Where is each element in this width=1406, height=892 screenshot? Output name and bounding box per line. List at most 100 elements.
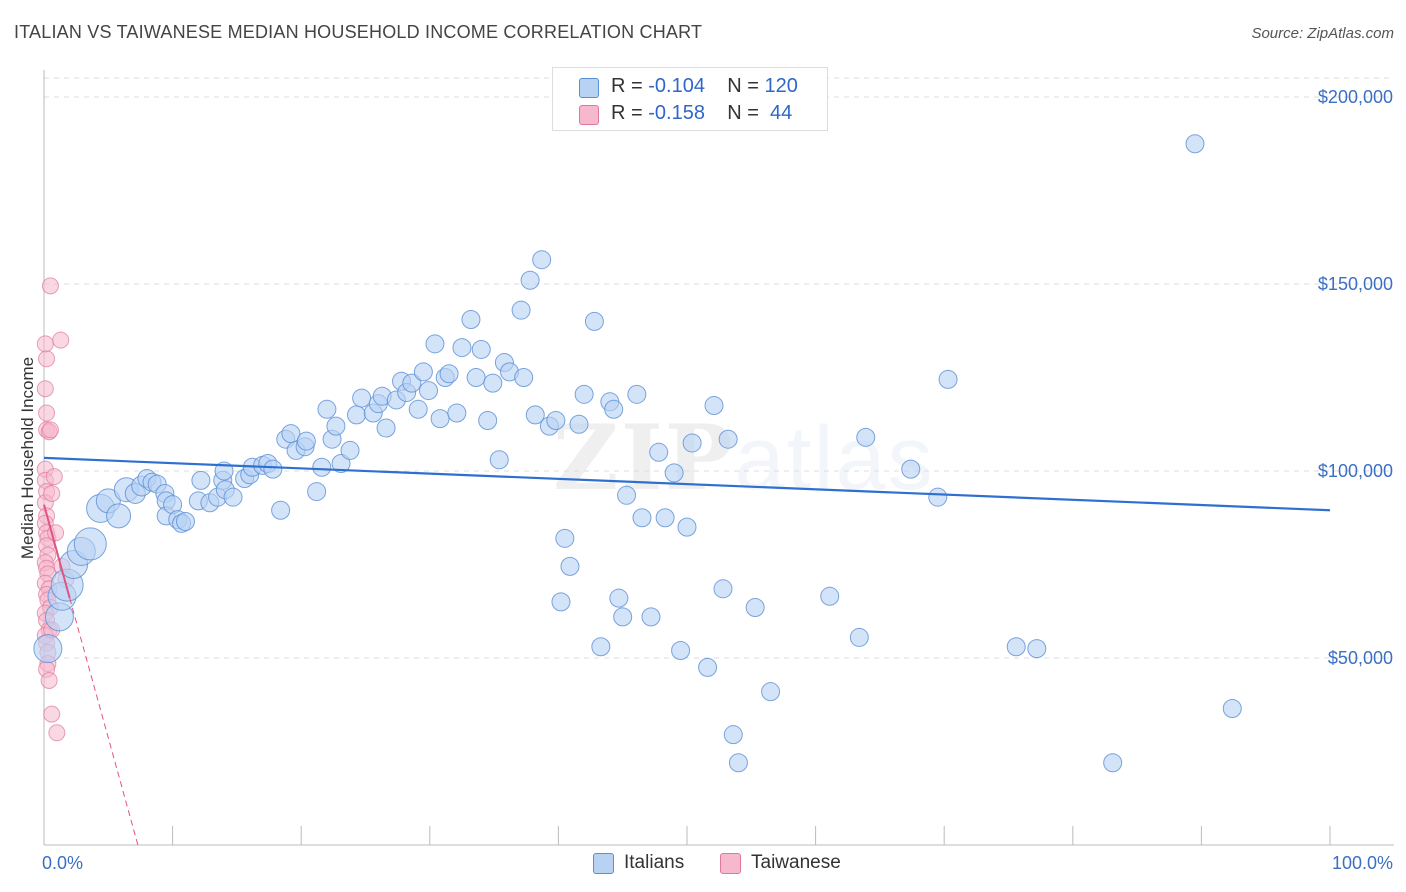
data-point-italians xyxy=(340,440,360,460)
watermark: ZIPatlas xyxy=(553,405,935,511)
data-point-italians xyxy=(326,416,346,436)
data-point-taiwanese xyxy=(36,335,54,353)
data-point-italians xyxy=(471,339,491,359)
data-point-italians xyxy=(551,592,571,612)
data-point-italians xyxy=(191,470,211,490)
data-point-italians xyxy=(591,637,611,657)
data-point-italians xyxy=(609,588,629,608)
data-point-taiwanese xyxy=(43,705,61,723)
legend-r-label: R = xyxy=(611,102,649,124)
data-point-italians xyxy=(317,399,337,419)
data-point-taiwanese xyxy=(52,331,70,349)
data-point-taiwanese xyxy=(41,277,59,295)
chart-title: ITALIAN VS TAIWANESE MEDIAN HOUSEHOLD IN… xyxy=(14,22,703,42)
legend-n-label: N = xyxy=(727,102,765,124)
data-point-italians xyxy=(408,399,428,419)
data-point-italians xyxy=(271,500,291,520)
legend-n-value-italians: 120 xyxy=(764,75,798,97)
data-point-italians xyxy=(613,607,633,627)
data-point-italians xyxy=(478,411,498,431)
data-point-italians xyxy=(1027,639,1047,659)
y-tick-label: $100,000 xyxy=(1318,461,1393,481)
data-point-italians xyxy=(312,457,332,477)
legend-r-value-taiwanese: -0.158 xyxy=(648,102,705,124)
data-point-italians xyxy=(655,508,675,528)
legend-n-label: N = xyxy=(727,75,765,97)
data-point-italians xyxy=(73,527,107,561)
data-point-italians xyxy=(1103,753,1123,773)
y-tick-label: $150,000 xyxy=(1318,274,1393,294)
bottom-legend-label-taiwanese: Taiwanese xyxy=(751,852,841,873)
source-label: Source: ZipAtlas.com xyxy=(1251,25,1394,42)
data-point-italians xyxy=(532,250,552,270)
data-point-italians xyxy=(745,598,765,618)
data-point-italians xyxy=(1222,698,1242,718)
data-point-italians xyxy=(664,463,684,483)
legend-swatch-italians xyxy=(579,78,599,98)
legend-n-value-taiwanese: 44 xyxy=(764,102,793,124)
data-point-italians xyxy=(677,517,697,537)
data-point-italians xyxy=(352,388,372,408)
data-point-italians xyxy=(649,442,669,462)
data-point-italians xyxy=(447,403,467,423)
data-point-taiwanese xyxy=(48,724,66,742)
x-tick-label-right: 100.0% xyxy=(1332,853,1393,873)
trend-line-taiwanese xyxy=(43,504,71,599)
data-point-italians xyxy=(555,528,575,548)
data-point-italians xyxy=(413,362,433,382)
legend-r-value-italians: -0.104 xyxy=(648,75,705,97)
data-point-italians xyxy=(671,641,691,661)
data-point-italians xyxy=(461,310,481,330)
data-point-italians xyxy=(856,427,876,447)
data-point-italians xyxy=(901,459,921,479)
data-point-taiwanese xyxy=(36,380,54,398)
data-point-taiwanese xyxy=(45,468,63,486)
data-point-italians xyxy=(627,384,647,404)
data-point-italians xyxy=(175,511,195,531)
data-point-taiwanese xyxy=(43,484,61,502)
data-point-italians xyxy=(546,411,566,431)
data-point-italians xyxy=(704,396,724,416)
correlation-legend: R = -0.104 N = 120 R = -0.158 N = 44 xyxy=(552,67,828,131)
data-point-italians xyxy=(33,634,63,664)
data-point-italians xyxy=(641,607,661,627)
data-point-italians xyxy=(584,311,604,331)
data-point-italians xyxy=(307,482,327,502)
data-point-italians xyxy=(520,270,540,290)
data-point-italians xyxy=(938,369,958,389)
data-point-taiwanese xyxy=(40,671,58,689)
bottom-legend-swatch-italians xyxy=(593,853,614,874)
y-axis-label: Median Household Income xyxy=(18,356,37,560)
data-point-italians xyxy=(466,368,486,387)
data-point-italians xyxy=(296,431,316,451)
data-point-italians xyxy=(483,373,503,393)
data-point-italians xyxy=(713,579,733,599)
data-point-italians xyxy=(849,627,869,647)
data-point-italians xyxy=(489,450,509,470)
data-point-italians xyxy=(430,409,450,429)
legend-swatch-taiwanese xyxy=(579,105,599,125)
y-tick-label: $50,000 xyxy=(1328,648,1393,668)
data-point-italians xyxy=(439,364,459,384)
data-point-italians xyxy=(928,487,948,507)
legend-r-label: R = xyxy=(611,75,649,97)
data-point-italians xyxy=(419,381,439,401)
data-point-italians xyxy=(525,405,545,425)
data-point-italians xyxy=(569,414,589,434)
data-point-italians xyxy=(263,459,283,479)
data-point-taiwanese xyxy=(38,350,56,368)
data-point-italians xyxy=(682,433,702,453)
data-point-italians xyxy=(574,384,594,404)
data-point-italians xyxy=(723,725,743,745)
bottom-legend-label-italians: Italians xyxy=(624,852,685,873)
data-point-italians xyxy=(1185,134,1205,154)
data-point-italians xyxy=(514,368,534,387)
trend-line-taiwanese-extrapolated xyxy=(69,598,139,846)
data-point-italians xyxy=(820,586,840,606)
data-point-italians xyxy=(402,373,422,393)
x-tick-label-left: 0.0% xyxy=(42,853,83,873)
data-point-italians xyxy=(376,418,396,438)
data-point-italians xyxy=(698,657,718,677)
data-point-italians xyxy=(331,454,351,474)
